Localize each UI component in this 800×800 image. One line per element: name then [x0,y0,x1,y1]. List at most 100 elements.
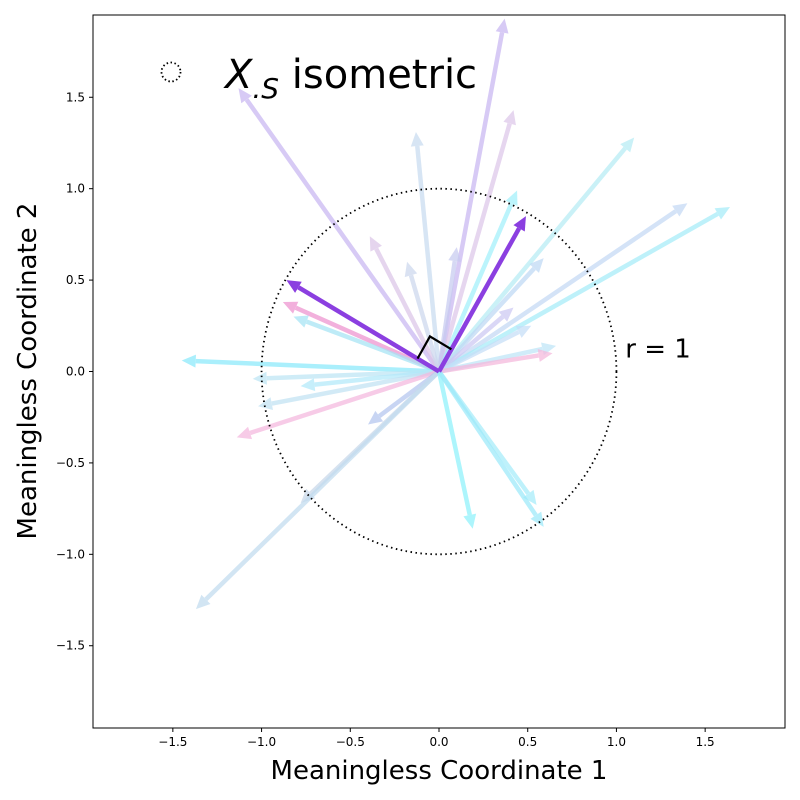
vector-arrow-10-head [448,247,462,262]
vector-arrow-3-head [503,110,516,126]
vector-arrow-12-head [529,258,544,273]
vector-arrow-12-shaft [437,266,536,374]
legend-label: X.S isometric [223,52,477,105]
legend-marker-icon [160,61,182,83]
vector-arrow-5-shaft [437,146,627,373]
vector-arrow-16-head [537,349,553,362]
y-tick-label-5: 0.5 [66,273,85,287]
vector-arrow-14-shaft [438,329,520,374]
y-tick-label-6: 1.0 [66,182,85,196]
circle-label: r = 1 [625,335,691,365]
vector-arrow-21-head [300,378,316,392]
vector-arrow-5-head [620,137,635,153]
vector-arrow-3 [436,110,516,373]
vector-arrow-20-head [252,371,267,385]
vector-arrow-19-head [181,354,196,368]
x-axis-label: Meaningless Coordinate 1 [271,756,608,786]
vector-arrow-26 [195,369,441,610]
right-angle-layer [416,334,452,360]
vector-arrow-27-shaft [436,371,472,516]
legend-label-main: X [223,52,254,98]
vectors-layer [181,18,730,610]
vector-arrow-22 [258,369,440,410]
vector-arrow-16 [438,349,553,374]
vector-arrow-8 [436,190,518,373]
vector-arrow-22-head [258,397,273,410]
vector-arrow-19-shaft [195,358,440,374]
vector-arrow-4-head [410,132,424,147]
vector-arrow-10 [436,247,462,372]
vector-arrow-2-shaft [244,98,441,373]
vector-arrow-26-head [195,594,211,610]
vector-arrow-27 [436,371,477,529]
x-tick-label-5: 0.5 [518,735,537,749]
unit-circle-layer [260,187,618,556]
vector-arrow-13 [437,307,514,374]
vector-arrow-18-shaft [305,319,440,374]
y-tick-label-7: 1.5 [66,90,85,104]
vector-arrow-11-head [404,261,418,278]
vector-arrow-22-shaft [271,369,440,406]
x-tick-label-2: −1.0 [247,735,276,749]
vector-arrow-6-head [672,203,688,217]
vector-arrow-6 [437,203,688,374]
vector-arrow-11 [404,261,442,373]
vector-arrow-7-head [714,206,730,220]
vector-arrow-1-shaft [436,32,505,372]
highlighted-vector-1 [437,216,526,373]
vector-arrow-9-head [369,236,382,252]
ticks-layer: −1.5 −1.0 −0.5 0.0 0.5 1.0 1.5 −1.5 −1.0 −0.5 0.0 0… [56,90,715,749]
highlighted-vector-2-head [286,280,302,293]
vector-arrow-7 [437,206,730,374]
vector-arrow-23-head [236,426,253,440]
vector-arrow-4-shaft [415,145,442,372]
vector-arrow-26-shaft [204,369,441,601]
x-tick-label-3: −0.5 [336,735,365,749]
vector-arrow-10-shaft [436,260,457,372]
vector-arrow-2-head [238,88,252,104]
vector-arrow-29-head [530,511,544,527]
x-tick-label-7: 1.5 [696,735,715,749]
vector-arrow-8-shaft [436,202,514,373]
vector-arrow-18-head [293,315,309,328]
legend: X.S isometric [160,52,477,105]
y-axis-label: Meaningless Coordinate 2 [13,203,43,540]
vector-arrow-17-head [282,301,299,314]
y-tick-label-2: −1.0 [56,547,85,561]
vector-arrow-5 [437,137,635,373]
vector-arrow-23 [236,369,440,440]
right-angle-marker [416,334,452,360]
vector-arrow-29 [437,370,544,527]
unit-circle [260,187,618,556]
vector-arrow-1 [436,18,509,372]
y-tick-label-4: 0.0 [66,365,85,379]
y-tick-label-1: −1.5 [56,639,85,653]
legend-label-rest: isometric [279,52,477,98]
vector-arrow-23-shaft [249,369,440,436]
vector-arrow-19 [181,354,440,374]
highlighted-vector-2 [286,280,441,374]
legend-label-sub: .S [252,72,279,105]
vector-arrow-4 [410,132,442,372]
vector-arrow-1-head [495,18,509,34]
vector-arrow-6-shaft [437,209,678,374]
vector-arrow-16-shaft [438,353,540,374]
vector-arrow-24-head [368,410,384,425]
vector-arrow-27-head [463,513,477,529]
vector-arrow-12 [437,258,544,374]
vector-arrow-29-shaft [437,370,538,517]
vector-arrow-14-head [515,325,532,338]
highlighted-vector-1-head [513,216,526,232]
x-tick-label-4: 0.0 [429,735,448,749]
highlighted-vectors-layer [286,216,526,374]
vector-arrow-11-shaft [408,274,442,373]
vector-arrow-13-shaft [437,314,505,374]
vector-arrow-18 [293,315,440,374]
vector-arrow-14 [438,325,532,374]
y-tick-label-3: −0.5 [56,456,85,470]
x-tick-label-6: 1.0 [607,735,626,749]
vector-arrow-3-shaft [436,122,512,373]
vector-arrow-9-shaft [374,247,442,373]
vector-arrow-2 [238,88,441,373]
